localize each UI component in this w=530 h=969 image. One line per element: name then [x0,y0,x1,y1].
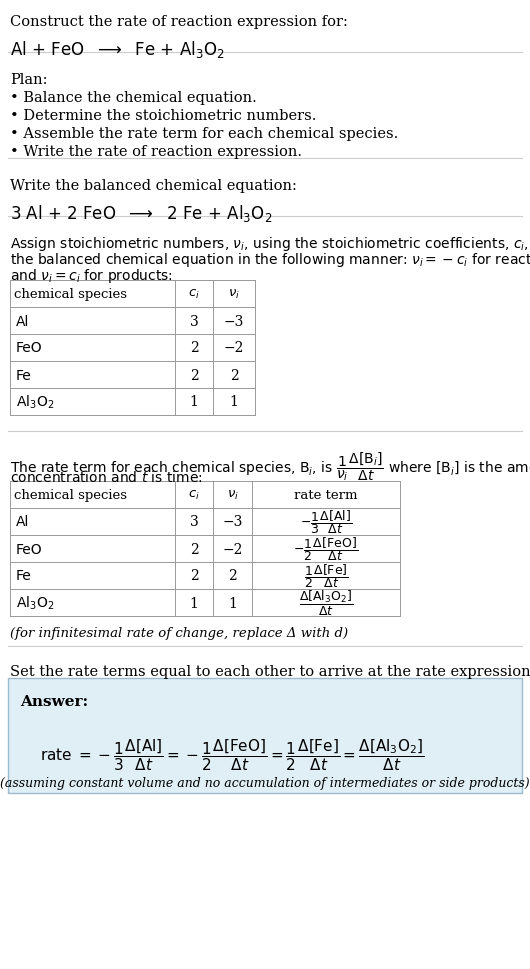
Text: Construct the rate of reaction expression for:: Construct the rate of reaction expressio… [10,15,348,29]
Text: FeO: FeO [16,341,42,355]
Text: rate $= -\dfrac{1}{3}\dfrac{\Delta[\mathrm{Al}]}{\Delta t} = -\dfrac{1}{2}\dfrac: rate $= -\dfrac{1}{3}\dfrac{\Delta[\math… [40,736,425,772]
Text: 3: 3 [190,515,198,529]
Text: (assuming constant volume and no accumulation of intermediates or side products): (assuming constant volume and no accumul… [0,776,530,789]
Text: chemical species: chemical species [14,488,127,502]
Text: Al: Al [16,314,29,328]
Text: −3: −3 [222,515,243,529]
Text: Answer:: Answer: [20,694,88,708]
Text: 3 Al + 2 FeO  $\longrightarrow$  2 Fe + Al$_3$O$_2$: 3 Al + 2 FeO $\longrightarrow$ 2 Fe + Al… [10,203,272,224]
Text: 3: 3 [190,314,198,328]
Text: • Write the rate of reaction expression.: • Write the rate of reaction expression. [10,144,302,159]
Text: Plan:: Plan: [10,73,48,87]
Text: 2: 2 [190,368,198,382]
Text: Assign stoichiometric numbers, $\nu_i$, using the stoichiometric coefficients, $: Assign stoichiometric numbers, $\nu_i$, … [10,234,530,253]
Text: chemical species: chemical species [14,288,127,300]
Text: concentration and $t$ is time:: concentration and $t$ is time: [10,470,202,484]
Text: Al: Al [16,515,29,529]
Text: rate term: rate term [294,488,358,502]
Text: 2: 2 [190,569,198,583]
Text: $\dfrac{\Delta[\mathrm{Al_3O_2}]}{\Delta t}$: $\dfrac{\Delta[\mathrm{Al_3O_2}]}{\Delta… [299,588,353,617]
FancyBboxPatch shape [8,678,522,794]
Text: −2: −2 [222,542,243,556]
Text: 1: 1 [228,596,237,610]
Text: Set the rate terms equal to each other to arrive at the rate expression:: Set the rate terms equal to each other t… [10,665,530,678]
Text: • Determine the stoichiometric numbers.: • Determine the stoichiometric numbers. [10,109,316,123]
Text: and $\nu_i = c_i$ for products:: and $\nu_i = c_i$ for products: [10,266,173,285]
Text: $c_i$: $c_i$ [188,488,200,502]
Text: $\nu_i$: $\nu_i$ [228,288,240,300]
Text: Fe: Fe [16,569,32,583]
Text: $\nu_i$: $\nu_i$ [226,488,238,502]
Text: 2: 2 [190,341,198,355]
Text: Al$_3$O$_2$: Al$_3$O$_2$ [16,594,55,611]
Text: the balanced chemical equation in the following manner: $\nu_i = -c_i$ for react: the balanced chemical equation in the fo… [10,251,530,268]
Text: Write the balanced chemical equation:: Write the balanced chemical equation: [10,179,297,193]
Text: −2: −2 [224,341,244,355]
Text: $-\dfrac{1}{3}\dfrac{\Delta[\mathrm{Al}]}{\Delta t}$: $-\dfrac{1}{3}\dfrac{\Delta[\mathrm{Al}]… [300,508,352,536]
Text: 2: 2 [228,569,237,583]
Text: Al + FeO  $\longrightarrow$  Fe + Al$_3$O$_2$: Al + FeO $\longrightarrow$ Fe + Al$_3$O$… [10,39,225,60]
Text: The rate term for each chemical species, B$_i$, is $\dfrac{1}{\nu_i}\dfrac{\Delt: The rate term for each chemical species,… [10,450,530,483]
Text: 1: 1 [229,395,239,409]
Text: FeO: FeO [16,542,42,556]
Text: • Balance the chemical equation.: • Balance the chemical equation. [10,91,257,105]
Text: $\dfrac{1}{2}\dfrac{\Delta[\mathrm{Fe}]}{\Delta t}$: $\dfrac{1}{2}\dfrac{\Delta[\mathrm{Fe}]}… [304,562,348,590]
Text: −3: −3 [224,314,244,328]
Text: (for infinitesimal rate of change, replace Δ with d): (for infinitesimal rate of change, repla… [10,626,348,640]
Text: • Assemble the rate term for each chemical species.: • Assemble the rate term for each chemic… [10,127,398,141]
Text: 1: 1 [190,395,198,409]
Text: 1: 1 [190,596,198,610]
Text: 2: 2 [190,542,198,556]
Text: $c_i$: $c_i$ [188,288,200,300]
Text: Fe: Fe [16,368,32,382]
Text: 2: 2 [229,368,239,382]
Text: Al$_3$O$_2$: Al$_3$O$_2$ [16,393,55,411]
Text: $-\dfrac{1}{2}\dfrac{\Delta[\mathrm{FeO}]}{\Delta t}$: $-\dfrac{1}{2}\dfrac{\Delta[\mathrm{FeO}… [294,535,358,563]
